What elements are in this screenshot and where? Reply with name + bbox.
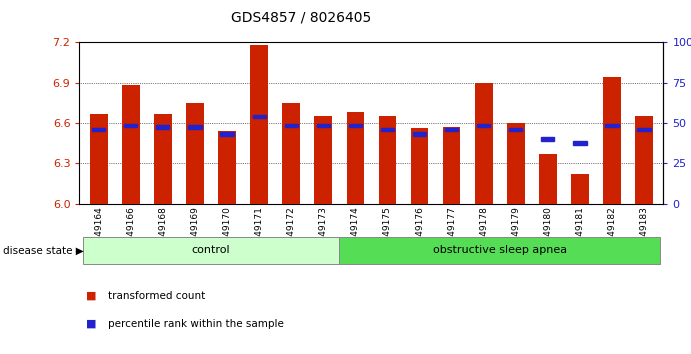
Bar (314, 116, 332, 204)
Bar (443, 127, 460, 204)
Bar (445, 128, 458, 131)
Bar (283, 103, 300, 204)
Bar (92, 128, 105, 131)
Bar (381, 128, 394, 131)
Bar (220, 132, 234, 136)
Bar (186, 103, 204, 204)
Bar (574, 141, 587, 145)
Text: control: control (191, 245, 230, 256)
Bar (156, 125, 169, 129)
Bar (218, 131, 236, 204)
Bar (349, 124, 362, 127)
Bar (122, 85, 140, 204)
Bar (605, 124, 618, 127)
Bar (379, 116, 396, 204)
Bar (285, 124, 298, 127)
Bar (90, 114, 108, 204)
Text: ■: ■ (86, 291, 97, 301)
Bar (638, 128, 651, 131)
Bar (571, 174, 589, 204)
Bar (635, 116, 653, 204)
Text: transformed count: transformed count (108, 291, 206, 301)
Bar (154, 114, 171, 204)
Text: GDS4857 / 8026405: GDS4857 / 8026405 (231, 11, 372, 25)
Bar (189, 125, 202, 129)
Bar (539, 154, 557, 204)
Bar (124, 124, 138, 127)
Bar (413, 132, 426, 136)
Bar (507, 123, 524, 204)
Bar (347, 112, 364, 204)
Bar (250, 45, 268, 204)
Text: obstructive sleep apnea: obstructive sleep apnea (433, 245, 567, 256)
Bar (477, 124, 491, 127)
Text: disease state ▶: disease state ▶ (3, 245, 84, 256)
Bar (252, 115, 266, 118)
Bar (541, 137, 554, 141)
Bar (603, 78, 621, 204)
Bar (410, 129, 428, 204)
Bar (475, 83, 493, 204)
Bar (509, 128, 522, 131)
Bar (316, 124, 330, 127)
Text: percentile rank within the sample: percentile rank within the sample (108, 319, 285, 329)
Text: ■: ■ (86, 319, 97, 329)
